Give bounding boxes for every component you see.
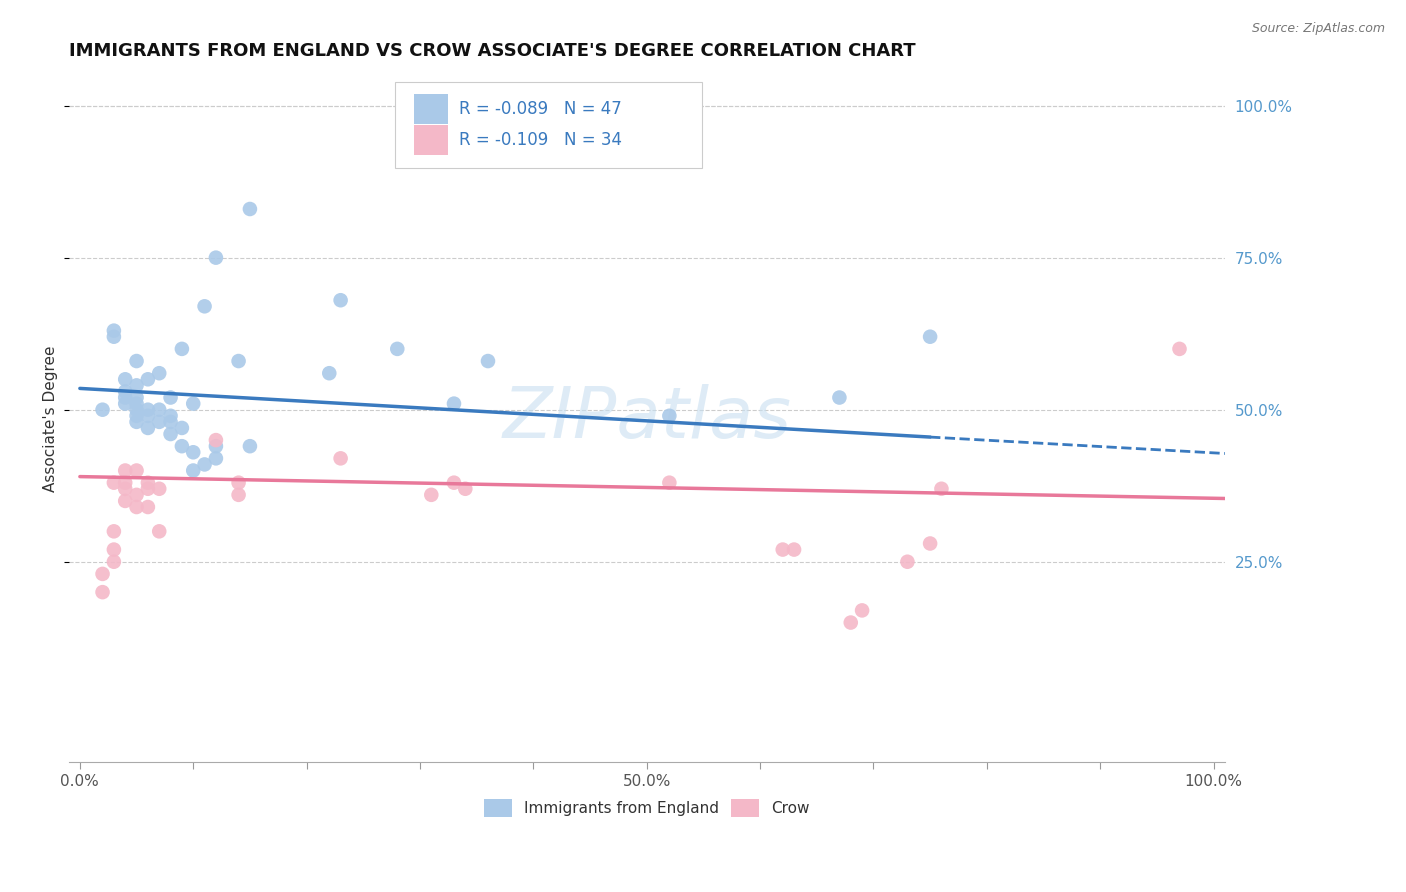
Point [228,354,250,368]
Point [103,475,125,490]
Point [136,421,159,435]
Point [839,615,862,630]
Point [194,299,217,313]
Point [114,463,136,477]
Point [125,402,148,417]
Point [477,354,499,368]
Point [170,342,193,356]
Point [159,415,181,429]
Text: R = -0.109   N = 34: R = -0.109 N = 34 [458,131,621,149]
Point [91,566,114,581]
Text: IMMIGRANTS FROM ENGLAND VS CROW ASSOCIATE'S DEGREE CORRELATION CHART: IMMIGRANTS FROM ENGLAND VS CROW ASSOCIAT… [69,42,915,60]
Point [114,482,136,496]
Point [125,396,148,410]
Point [318,366,340,380]
Point [170,421,193,435]
Point [181,396,204,410]
Point [329,451,352,466]
Point [329,293,352,308]
Point [114,396,136,410]
Point [114,391,136,405]
Point [136,475,159,490]
Point [228,475,250,490]
Point [103,542,125,557]
Point [125,391,148,405]
Point [159,391,181,405]
Point [125,463,148,477]
Point [125,488,148,502]
Point [658,409,681,423]
Point [125,409,148,423]
Point [114,372,136,386]
Point [148,415,170,429]
Point [205,439,228,453]
Point [931,482,953,496]
Point [851,603,873,617]
Point [772,542,794,557]
Point [91,585,114,599]
Point [658,475,681,490]
Point [443,475,465,490]
Point [387,342,409,356]
Point [103,324,125,338]
Point [181,445,204,459]
Point [136,500,159,514]
Point [125,378,148,392]
Point [420,488,443,502]
Point [136,482,159,496]
Point [114,494,136,508]
Point [91,402,114,417]
Point [148,402,170,417]
Point [920,536,942,550]
Point [136,402,159,417]
Point [125,415,148,429]
Point [148,482,170,496]
Point [828,391,851,405]
Point [103,329,125,343]
FancyBboxPatch shape [413,94,449,124]
Point [194,458,217,472]
Point [454,482,477,496]
Point [148,524,170,539]
Point [783,542,806,557]
Text: Source: ZipAtlas.com: Source: ZipAtlas.com [1251,22,1385,36]
Point [205,433,228,447]
Point [205,251,228,265]
Legend: Immigrants from England, Crow: Immigrants from England, Crow [478,793,815,823]
Point [239,202,262,216]
Point [159,409,181,423]
Point [103,524,125,539]
Point [239,439,262,453]
Text: ZIPatlas: ZIPatlas [502,384,792,453]
Point [114,384,136,399]
Point [228,488,250,502]
Point [114,475,136,490]
Point [159,427,181,442]
Point [125,500,148,514]
Point [205,451,228,466]
Point [103,555,125,569]
Point [443,396,465,410]
FancyBboxPatch shape [395,82,702,168]
Point [896,555,918,569]
FancyBboxPatch shape [413,125,449,155]
Point [181,463,204,477]
Point [1168,342,1191,356]
Text: R = -0.089   N = 47: R = -0.089 N = 47 [458,100,621,118]
Point [170,439,193,453]
Y-axis label: Associate's Degree: Associate's Degree [44,345,58,492]
Point [920,329,942,343]
Point [136,372,159,386]
Point [125,354,148,368]
Point [136,409,159,423]
Point [148,366,170,380]
